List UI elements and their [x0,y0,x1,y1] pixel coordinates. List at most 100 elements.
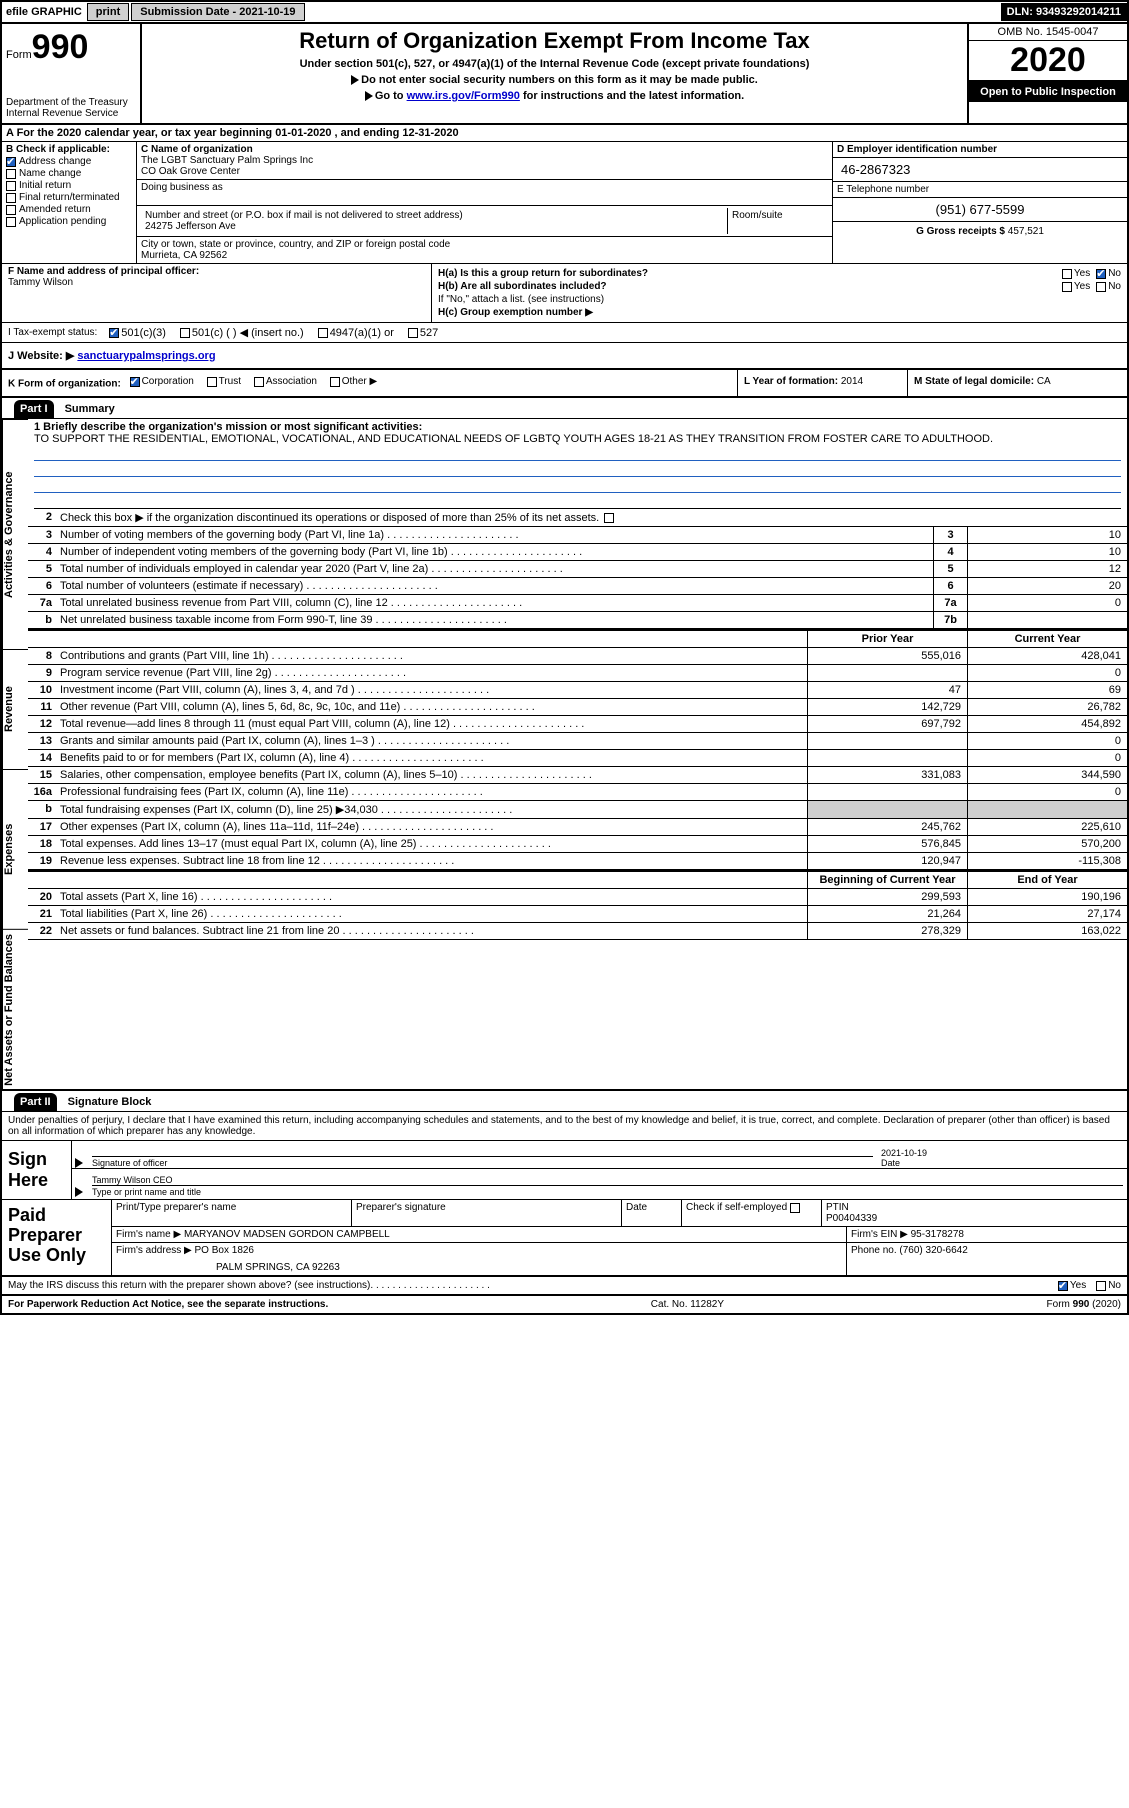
website-link[interactable]: sanctuarypalmsprings.org [77,350,215,362]
checkbox-icon [330,377,340,387]
prep-sig-hdr: Preparer's signature [352,1200,622,1226]
yes-text: Yes [1074,281,1090,292]
sig-name-field: Tammy Wilson CEO Type or print name and … [88,1175,1127,1197]
header-right: OMB No. 1545-0047 2020 Open to Public In… [967,24,1127,123]
preparer-right: Print/Type preparer's name Preparer's si… [112,1200,1127,1275]
line-2: 2 Check this box ▶ if the organization d… [28,509,1127,527]
sig-date-val: 2021-10-19 [881,1148,1123,1158]
checkbox-icon [6,217,16,227]
line-row: 22 Net assets or fund balances. Subtract… [28,923,1127,940]
sig-date-label: Date [881,1158,1123,1168]
line-desc: Program service revenue (Part VIII, line… [56,665,807,681]
firm-ein-val: 95-3178278 [911,1229,964,1240]
print-button[interactable]: print [87,3,129,21]
chk-address-change[interactable]: Address change [6,156,132,167]
discuss-yes[interactable]: Yes [1058,1280,1086,1291]
curr-val: 190,196 [967,889,1127,905]
ptin-label: PTIN [826,1202,1123,1213]
form990-link[interactable]: www.irs.gov/Form990 [407,90,520,102]
chk-initial-return[interactable]: Initial return [6,180,132,191]
ha-no[interactable]: No [1096,268,1121,279]
prior-val: 555,016 [807,648,967,664]
curr-val: 428,041 [967,648,1127,664]
officer-label: F Name and address of principal officer: [8,266,425,277]
room-label: Room/suite [732,210,824,221]
chk-amended[interactable]: Amended return [6,204,132,215]
curr-year-hdr: Current Year [967,631,1127,647]
ts-501c[interactable]: 501(c) ( ) ◀ (insert no.) [180,326,304,339]
k-opt1: Trust [219,376,241,387]
prior-val: 245,762 [807,819,967,835]
curr-val: 0 [967,784,1127,800]
line-num: 11 [28,699,56,715]
prior-val [807,750,967,766]
k-corp[interactable]: Corporation [130,376,194,387]
prior-val: 21,264 [807,906,967,922]
chk-name-change[interactable]: Name change [6,168,132,179]
prep-row-1: Print/Type preparer's name Preparer's si… [112,1200,1127,1227]
prior-val [807,733,967,749]
line-desc: Other revenue (Part VIII, column (A), li… [56,699,807,715]
hb-no[interactable]: No [1096,281,1121,292]
opt-address-change: Address change [19,156,91,167]
submission-date-button[interactable]: Submission Date - 2021-10-19 [131,3,304,21]
part1-title: Summary [57,403,115,415]
side-expenses: Expenses [2,769,28,929]
side-revenue: Revenue [2,649,28,769]
org-name: The LGBT Sanctuary Palm Springs Inc [141,155,828,166]
ts-501c3[interactable]: 501(c)(3) [109,327,166,339]
ha-label: H(a) Is this a group return for subordin… [438,268,648,279]
sig-grid: Sign Here Signature of officer 2021-10-1… [2,1140,1127,1200]
desc-2: Check this box ▶ if the organization dis… [56,509,1127,526]
line-row: 12 Total revenue—add lines 8 through 11 … [28,716,1127,733]
k-assoc[interactable]: Association [254,376,317,387]
line-box: 7b [933,612,967,628]
line-num: 7a [28,595,56,611]
line-row: 3 Number of voting members of the govern… [28,527,1127,544]
ts-4947[interactable]: 4947(a)(1) or [318,327,394,339]
prior-val [807,801,967,818]
officer-h-row: F Name and address of principal officer:… [2,264,1127,323]
checkbox-icon[interactable] [604,513,614,523]
ha-yes[interactable]: Yes [1062,268,1090,279]
line-desc: Total number of volunteers (estimate if … [56,578,933,594]
prep-row-3: Firm's address ▶ PO Box 1826 PALM SPRING… [112,1243,1127,1275]
line-row: 15 Salaries, other compensation, employe… [28,767,1127,784]
sig-officer-field[interactable]: Signature of officer [88,1142,877,1168]
discuss-no[interactable]: No [1096,1280,1121,1291]
col-hdr-row: Prior Year Current Year [28,629,1127,648]
prior-val: 47 [807,682,967,698]
line-row: 6 Total number of volunteers (estimate i… [28,578,1127,595]
hb-yes[interactable]: Yes [1062,281,1090,292]
checkbox-icon [6,181,16,191]
chk-app-pending[interactable]: Application pending [6,216,132,227]
line-row: 8 Contributions and grants (Part VIII, l… [28,648,1127,665]
gross-label: G Gross receipts $ [916,226,1005,237]
prep-row-2: Firm's name ▶ MARYANOV MADSEN GORDON CAM… [112,1227,1127,1243]
k-other[interactable]: Other ▶ [330,376,377,387]
line-desc: Total number of individuals employed in … [56,561,933,577]
line-num: 21 [28,906,56,922]
line-desc: Other expenses (Part IX, column (A), lin… [56,819,807,835]
header-sub1: Under section 501(c), 527, or 4947(a)(1)… [150,58,959,70]
k-trust[interactable]: Trust [207,376,241,387]
tax-status-row: I Tax-exempt status: 501(c)(3) 501(c) ( … [2,323,1127,343]
part1-bar: Part I Summary [2,398,1127,419]
line-box: 4 [933,544,967,560]
gross-receipts: G Gross receipts $ 457,521 [833,222,1127,241]
line-row: 17 Other expenses (Part IX, column (A), … [28,819,1127,836]
l-label: L Year of formation: [744,376,838,387]
chk-final-return[interactable]: Final return/terminated [6,192,132,203]
line-desc: Professional fundraising fees (Part IX, … [56,784,807,800]
ts-527[interactable]: 527 [408,327,438,339]
line-num: 4 [28,544,56,560]
form-container: efile GRAPHIC print Submission Date - 20… [0,0,1129,1315]
line-desc: Revenue less expenses. Subtract line 18 … [56,853,807,869]
triangle-icon [75,1158,83,1168]
sig-right: Signature of officer 2021-10-19 Date Tam… [72,1141,1127,1199]
curr-val: -115,308 [967,853,1127,869]
line-num: 12 [28,716,56,732]
checkbox-icon[interactable] [790,1203,800,1213]
block-b-label: B Check if applicable: [6,144,132,155]
checkbox-icon [6,193,16,203]
